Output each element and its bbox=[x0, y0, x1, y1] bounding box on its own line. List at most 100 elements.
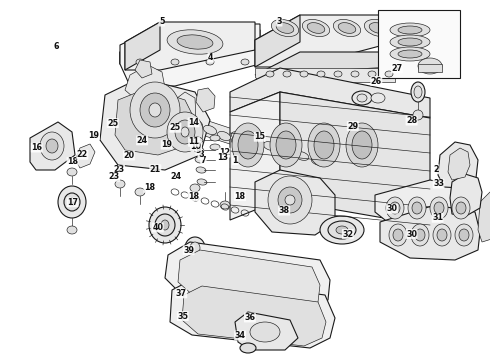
Ellipse shape bbox=[408, 197, 426, 219]
Ellipse shape bbox=[413, 110, 423, 120]
Text: 18: 18 bbox=[67, 158, 78, 166]
Ellipse shape bbox=[317, 71, 325, 77]
Bar bbox=[378, 10, 460, 78]
Ellipse shape bbox=[46, 139, 58, 153]
Ellipse shape bbox=[389, 224, 407, 246]
Text: 31: 31 bbox=[432, 213, 443, 222]
Ellipse shape bbox=[398, 38, 422, 46]
Ellipse shape bbox=[190, 184, 200, 192]
Ellipse shape bbox=[190, 242, 200, 254]
Text: 24: 24 bbox=[171, 172, 182, 181]
Ellipse shape bbox=[69, 198, 75, 206]
Ellipse shape bbox=[40, 132, 64, 160]
Text: 30: 30 bbox=[387, 204, 397, 213]
Text: 15: 15 bbox=[254, 132, 265, 141]
Ellipse shape bbox=[238, 131, 258, 159]
Ellipse shape bbox=[241, 59, 249, 65]
Ellipse shape bbox=[115, 180, 125, 188]
Ellipse shape bbox=[398, 26, 422, 34]
Ellipse shape bbox=[352, 91, 372, 105]
Ellipse shape bbox=[268, 176, 312, 224]
Bar bbox=[418, 64, 442, 72]
Text: 7: 7 bbox=[200, 156, 206, 165]
Polygon shape bbox=[120, 30, 260, 64]
Polygon shape bbox=[230, 128, 330, 174]
Ellipse shape bbox=[351, 71, 359, 77]
Text: 18: 18 bbox=[235, 192, 245, 201]
Polygon shape bbox=[178, 250, 320, 310]
Ellipse shape bbox=[334, 71, 342, 77]
Text: 19: 19 bbox=[89, 131, 99, 140]
Polygon shape bbox=[125, 22, 255, 70]
Text: 35: 35 bbox=[177, 312, 188, 321]
Polygon shape bbox=[280, 92, 430, 226]
Text: 20: 20 bbox=[123, 151, 134, 160]
Text: 37: 37 bbox=[176, 289, 187, 298]
Text: 4: 4 bbox=[208, 53, 214, 62]
Ellipse shape bbox=[300, 71, 308, 77]
Ellipse shape bbox=[206, 59, 214, 65]
Ellipse shape bbox=[218, 131, 231, 140]
Text: 26: 26 bbox=[371, 77, 382, 86]
Text: 40: 40 bbox=[152, 223, 163, 232]
Ellipse shape bbox=[140, 93, 170, 127]
Ellipse shape bbox=[67, 168, 77, 176]
Ellipse shape bbox=[456, 202, 466, 214]
Ellipse shape bbox=[196, 167, 206, 173]
Ellipse shape bbox=[283, 71, 291, 77]
Polygon shape bbox=[125, 65, 165, 98]
Ellipse shape bbox=[177, 35, 213, 49]
Ellipse shape bbox=[231, 132, 245, 140]
Polygon shape bbox=[255, 15, 300, 67]
Ellipse shape bbox=[437, 229, 447, 241]
Ellipse shape bbox=[418, 58, 442, 74]
Ellipse shape bbox=[411, 82, 425, 102]
Ellipse shape bbox=[175, 113, 189, 122]
Polygon shape bbox=[478, 192, 490, 242]
Ellipse shape bbox=[414, 86, 422, 98]
Ellipse shape bbox=[302, 19, 330, 36]
Text: 9: 9 bbox=[196, 146, 201, 155]
Ellipse shape bbox=[338, 23, 356, 33]
Text: 34: 34 bbox=[235, 331, 245, 340]
Ellipse shape bbox=[346, 123, 378, 167]
Ellipse shape bbox=[247, 137, 261, 145]
Text: 32: 32 bbox=[343, 230, 353, 239]
Ellipse shape bbox=[357, 94, 367, 102]
Text: 25: 25 bbox=[107, 119, 118, 128]
Ellipse shape bbox=[333, 19, 361, 36]
Ellipse shape bbox=[386, 197, 404, 219]
Ellipse shape bbox=[279, 147, 293, 156]
Ellipse shape bbox=[352, 131, 372, 159]
Ellipse shape bbox=[398, 50, 422, 58]
Ellipse shape bbox=[393, 229, 403, 241]
Text: 39: 39 bbox=[183, 246, 194, 255]
Polygon shape bbox=[165, 242, 330, 310]
Ellipse shape bbox=[308, 123, 340, 167]
Ellipse shape bbox=[455, 224, 473, 246]
Ellipse shape bbox=[390, 47, 430, 61]
Ellipse shape bbox=[155, 214, 175, 236]
Ellipse shape bbox=[415, 229, 425, 241]
Ellipse shape bbox=[452, 197, 470, 219]
Ellipse shape bbox=[328, 221, 356, 239]
Ellipse shape bbox=[197, 179, 207, 185]
Ellipse shape bbox=[430, 197, 448, 219]
Ellipse shape bbox=[459, 229, 469, 241]
Text: 8: 8 bbox=[198, 150, 204, 159]
Ellipse shape bbox=[232, 123, 264, 167]
Ellipse shape bbox=[320, 216, 364, 244]
Ellipse shape bbox=[210, 135, 220, 141]
Ellipse shape bbox=[390, 23, 430, 37]
Ellipse shape bbox=[390, 35, 430, 49]
Ellipse shape bbox=[185, 237, 205, 259]
Text: 1: 1 bbox=[232, 156, 238, 165]
Text: 18: 18 bbox=[144, 184, 155, 193]
Ellipse shape bbox=[278, 187, 302, 213]
Ellipse shape bbox=[307, 23, 325, 33]
Polygon shape bbox=[170, 92, 196, 136]
Ellipse shape bbox=[64, 193, 80, 211]
Ellipse shape bbox=[434, 202, 444, 214]
Text: 5: 5 bbox=[159, 17, 165, 26]
Polygon shape bbox=[100, 78, 210, 170]
